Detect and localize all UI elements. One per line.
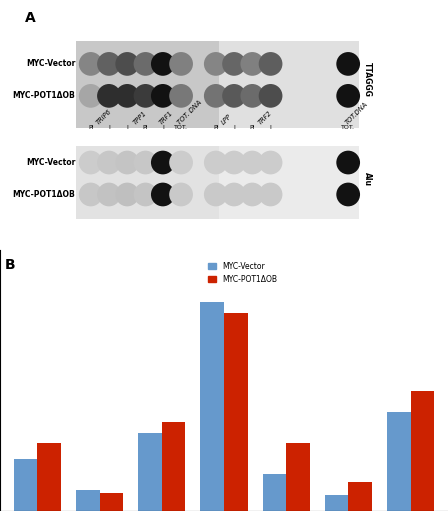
Text: I: I <box>108 125 110 130</box>
Ellipse shape <box>169 182 193 206</box>
Ellipse shape <box>241 151 264 174</box>
Text: I: I <box>270 125 271 130</box>
Text: MYC-Vector: MYC-Vector <box>26 59 75 68</box>
Text: I: I <box>126 125 128 130</box>
Ellipse shape <box>97 84 121 108</box>
Text: TOT.: TOT. <box>341 125 355 130</box>
Ellipse shape <box>258 182 282 206</box>
Ellipse shape <box>115 52 139 76</box>
Ellipse shape <box>204 52 228 76</box>
Ellipse shape <box>115 84 139 108</box>
Text: I: I <box>162 125 164 130</box>
Text: TOT.DNA: TOT.DNA <box>344 101 369 126</box>
Bar <box>325 495 349 511</box>
Text: TRIP6: TRIP6 <box>95 108 113 126</box>
Ellipse shape <box>336 52 360 76</box>
Text: LPP: LPP <box>221 113 233 126</box>
Text: MYC-POT1ΔOB: MYC-POT1ΔOB <box>13 190 75 199</box>
Ellipse shape <box>79 84 103 108</box>
Text: B: B <box>4 258 15 272</box>
Bar <box>387 412 411 511</box>
Ellipse shape <box>336 182 360 206</box>
Text: TTAGGG: TTAGGG <box>363 62 372 97</box>
Text: TOT. DNA: TOT. DNA <box>177 100 203 126</box>
Bar <box>37 443 61 511</box>
Text: A: A <box>25 11 36 25</box>
Ellipse shape <box>204 84 228 108</box>
Bar <box>138 433 162 511</box>
Text: MYC-POT1ΔOB: MYC-POT1ΔOB <box>13 91 75 100</box>
Ellipse shape <box>241 182 264 206</box>
Ellipse shape <box>134 182 157 206</box>
Bar <box>286 443 310 511</box>
Ellipse shape <box>222 151 246 174</box>
Bar <box>76 490 99 511</box>
Ellipse shape <box>79 52 103 76</box>
Text: PI: PI <box>143 125 148 130</box>
Bar <box>14 459 37 511</box>
Ellipse shape <box>169 52 193 76</box>
Bar <box>162 422 185 511</box>
Ellipse shape <box>134 151 157 174</box>
Ellipse shape <box>134 52 157 76</box>
Ellipse shape <box>204 151 228 174</box>
Ellipse shape <box>97 151 121 174</box>
Text: PI: PI <box>250 125 255 130</box>
Bar <box>200 302 224 511</box>
Ellipse shape <box>134 84 157 108</box>
Ellipse shape <box>241 84 264 108</box>
Ellipse shape <box>115 151 139 174</box>
Ellipse shape <box>79 182 103 206</box>
Bar <box>76 146 359 219</box>
Ellipse shape <box>169 151 193 174</box>
Bar <box>219 146 359 219</box>
Bar <box>99 493 123 511</box>
Ellipse shape <box>258 52 282 76</box>
Text: MYC-Vector: MYC-Vector <box>26 158 75 167</box>
Ellipse shape <box>222 182 246 206</box>
Text: I: I <box>233 125 235 130</box>
Text: TPP1: TPP1 <box>132 110 148 126</box>
Ellipse shape <box>97 52 121 76</box>
Ellipse shape <box>222 84 246 108</box>
Text: PI: PI <box>88 125 94 130</box>
Ellipse shape <box>151 151 175 174</box>
Text: TRF2: TRF2 <box>257 110 273 126</box>
Bar <box>219 41 359 128</box>
Bar <box>349 482 372 511</box>
Text: PI: PI <box>213 125 219 130</box>
Ellipse shape <box>222 52 246 76</box>
Text: TRF1: TRF1 <box>159 110 175 126</box>
Bar <box>263 474 286 511</box>
Bar <box>224 313 248 511</box>
Text: TOT.: TOT. <box>174 125 188 130</box>
Ellipse shape <box>241 52 264 76</box>
Text: Alu: Alu <box>363 172 372 185</box>
Ellipse shape <box>97 182 121 206</box>
Ellipse shape <box>336 151 360 174</box>
Ellipse shape <box>258 151 282 174</box>
Ellipse shape <box>169 84 193 108</box>
Legend: MYC-Vector, MYC-POT1ΔOB: MYC-Vector, MYC-POT1ΔOB <box>206 259 280 287</box>
Bar <box>411 391 434 511</box>
Ellipse shape <box>79 151 103 174</box>
Ellipse shape <box>115 182 139 206</box>
Ellipse shape <box>151 84 175 108</box>
Ellipse shape <box>258 84 282 108</box>
Ellipse shape <box>336 84 360 108</box>
Ellipse shape <box>204 182 228 206</box>
Ellipse shape <box>151 182 175 206</box>
Bar <box>76 41 359 128</box>
Ellipse shape <box>151 52 175 76</box>
